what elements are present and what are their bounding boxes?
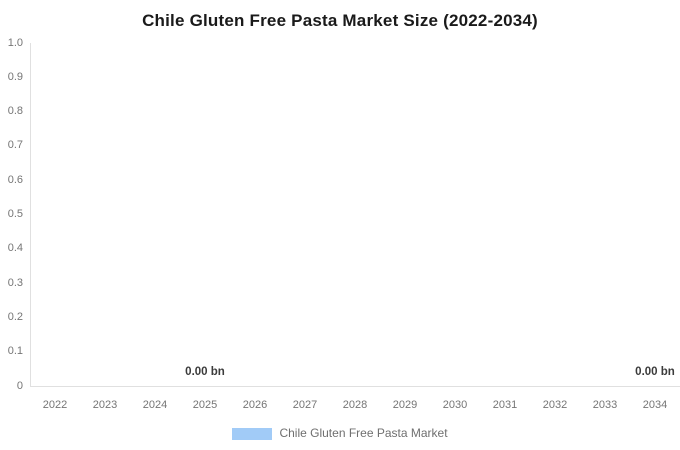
y-tick-label: 0.9 [7,70,23,83]
x-tick-label: 2026 [242,399,268,411]
x-tick-label: 2030 [442,399,468,411]
plot-area [30,43,680,387]
x-tick-label: 2033 [592,399,618,411]
y-tick-label: 0.3 [7,276,23,289]
value-label-2025: 0.00 bn [185,366,225,378]
y-tick-label: 0.2 [7,310,23,323]
x-tick-label: 2029 [392,399,418,411]
y-tick-label: 0.7 [7,139,23,152]
legend-label: Chile Gluten Free Pasta Market [279,426,448,440]
x-tick-label: 2022 [42,399,68,411]
x-tick-label: 2027 [292,399,318,411]
x-tick-label: 2034 [642,399,668,411]
legend-swatch-icon [232,427,273,440]
legend-item[interactable]: Chile Gluten Free Pasta Market [232,426,448,441]
x-tick-label: 2025 [192,399,218,411]
y-tick-label: 0.8 [7,105,23,118]
x-tick-label: 2023 [92,399,118,411]
legend: Chile Gluten Free Pasta Market [0,426,680,441]
x-tick-label: 2031 [492,399,518,411]
x-tick-label: 2032 [542,399,568,411]
x-tick-label: 2024 [142,399,168,411]
y-tick-label: 0.5 [7,208,23,220]
chart-title: Chile Gluten Free Pasta Market Size (202… [142,11,538,30]
y-tick-label: 0 [16,379,23,392]
y-tick-label: 0.4 [7,242,23,255]
x-tick-label: 2028 [342,399,368,411]
y-tick-label: 0.1 [7,345,23,358]
y-tick-label: 1.0 [7,36,23,49]
y-tick-label: 0.6 [7,173,23,186]
value-label-2034: 0.00 bn [635,366,675,378]
